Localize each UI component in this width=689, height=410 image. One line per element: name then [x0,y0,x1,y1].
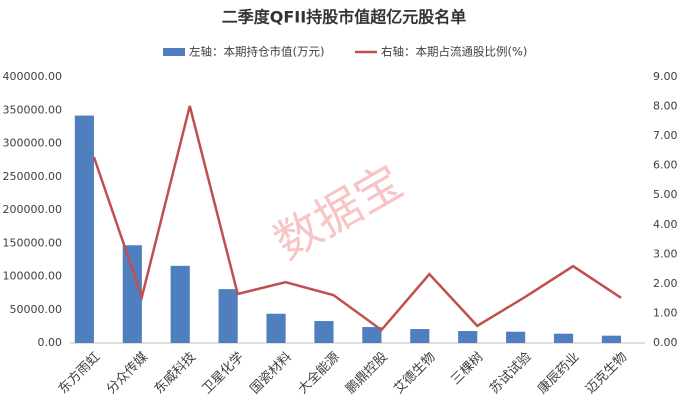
y2-tick-label: 4.00 [653,218,678,231]
y-tick-label: 400000.00 [3,70,63,83]
y2-tick-label: 5.00 [653,188,678,201]
y2-tick-label: 1.00 [653,306,678,319]
x-tick-label: 三棵树 [448,350,486,388]
legend-swatch [163,48,185,56]
y2-tick-label: 0.00 [653,336,678,349]
y-tick-label: 150000.00 [3,236,63,249]
bar [122,245,142,343]
legend-label: 左轴：本期持仓市值(万元) [189,45,324,59]
y2-tick-label: 3.00 [653,247,678,260]
x-tick-label: 康辰药业 [534,349,582,397]
bar [458,331,478,343]
x-tick-label: 卫星化学 [199,349,247,397]
bar [362,327,382,343]
x-tick-label: 东方雨虹 [55,349,103,397]
y-tick-label: 200000.00 [3,203,63,216]
x-tick-label: 苏试试验 [486,349,534,397]
bar [410,329,430,343]
legend-label: 右轴：本期占流通股比例(%) [381,45,527,59]
x-tick-label: 东威科技 [152,350,199,397]
x-tick-label: 大全能源 [295,349,343,397]
bar [506,331,526,343]
y2-tick-label: 8.00 [653,100,678,113]
y2-tick-label: 6.00 [653,159,678,172]
y-tick-label: 0.00 [38,336,63,349]
line [92,105,622,332]
y-tick-label: 250000.00 [3,170,63,183]
watermark: 数据宝 [265,154,412,270]
chart-title: 二季度QFII持股市值超亿元股名单 [222,8,466,27]
x-tick-label: 分众传媒 [104,350,151,397]
y2-tick-label: 7.00 [653,129,678,142]
x-tick-label: 艾德生物 [391,350,438,397]
bar [218,289,238,343]
y-tick-label: 50000.00 [10,303,63,316]
y-tick-label: 100000.00 [3,270,63,283]
y2-tick-label: 9.00 [653,70,678,83]
x-tick-label: 迈克生物 [583,350,630,397]
y-tick-label: 300000.00 [3,137,63,150]
bar [601,335,622,343]
y-tick-label: 350000.00 [3,103,63,116]
bar [74,115,94,343]
bar [314,321,334,343]
bar [170,265,190,343]
x-tick-label: 鹏鼎控股 [343,350,390,397]
x-tick-label: 国瓷材料 [248,350,295,397]
y2-tick-label: 2.00 [653,277,678,290]
bar [266,313,286,343]
bar [553,333,574,343]
